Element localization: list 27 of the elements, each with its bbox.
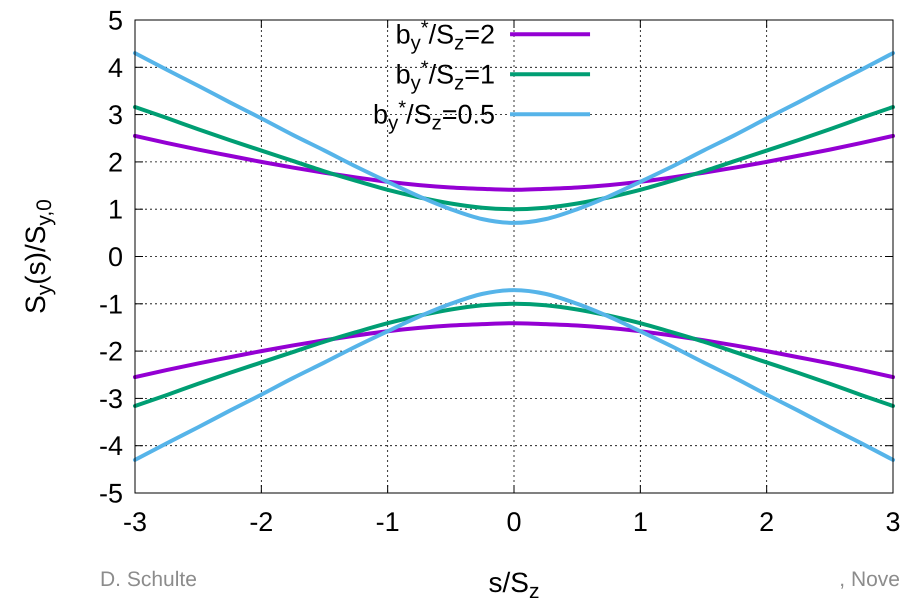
- x-tick-label: 3: [885, 507, 901, 537]
- legend-label: b$_{y}$$^{*}$/S$_{z}$=2: [396, 18, 496, 55]
- text: D. Schulte: [100, 568, 197, 591]
- y-tick-label: 3: [108, 100, 123, 130]
- y-tick-label: -4: [98, 431, 123, 462]
- y-tick-label: -5: [98, 478, 123, 508]
- y-tick-label: 4: [108, 52, 123, 83]
- legend-label: b$_{y}$$^{*}$/S$_{z}$=0.5: [373, 98, 496, 135]
- legend-label: b$_{y}$$^{*}$/S$_{z}$=1: [396, 58, 496, 95]
- y-tick-label: -3: [98, 384, 123, 414]
- x-tick-label: 2: [759, 507, 774, 537]
- y-tick-label: 2: [108, 147, 123, 178]
- x-axis-title: s/S$_{z}$: [488, 567, 540, 604]
- y-tick-label: 0: [108, 242, 123, 272]
- line-series: [133, 321, 895, 380]
- y-tick-label: -2: [98, 336, 123, 367]
- x-tick-label: -1: [376, 507, 400, 537]
- y-tick-label: 5: [108, 5, 123, 36]
- line-series: [133, 302, 895, 408]
- y-tick-label: 1: [108, 194, 123, 225]
- text: , Nove: [839, 568, 900, 591]
- x-tick-label: 0: [506, 507, 522, 537]
- y-tick-label: -1: [98, 289, 123, 320]
- line-series: [133, 134, 895, 192]
- x-tick-label: 1: [632, 507, 648, 537]
- x-tick-label: -2: [249, 507, 274, 537]
- line-series: [133, 288, 895, 462]
